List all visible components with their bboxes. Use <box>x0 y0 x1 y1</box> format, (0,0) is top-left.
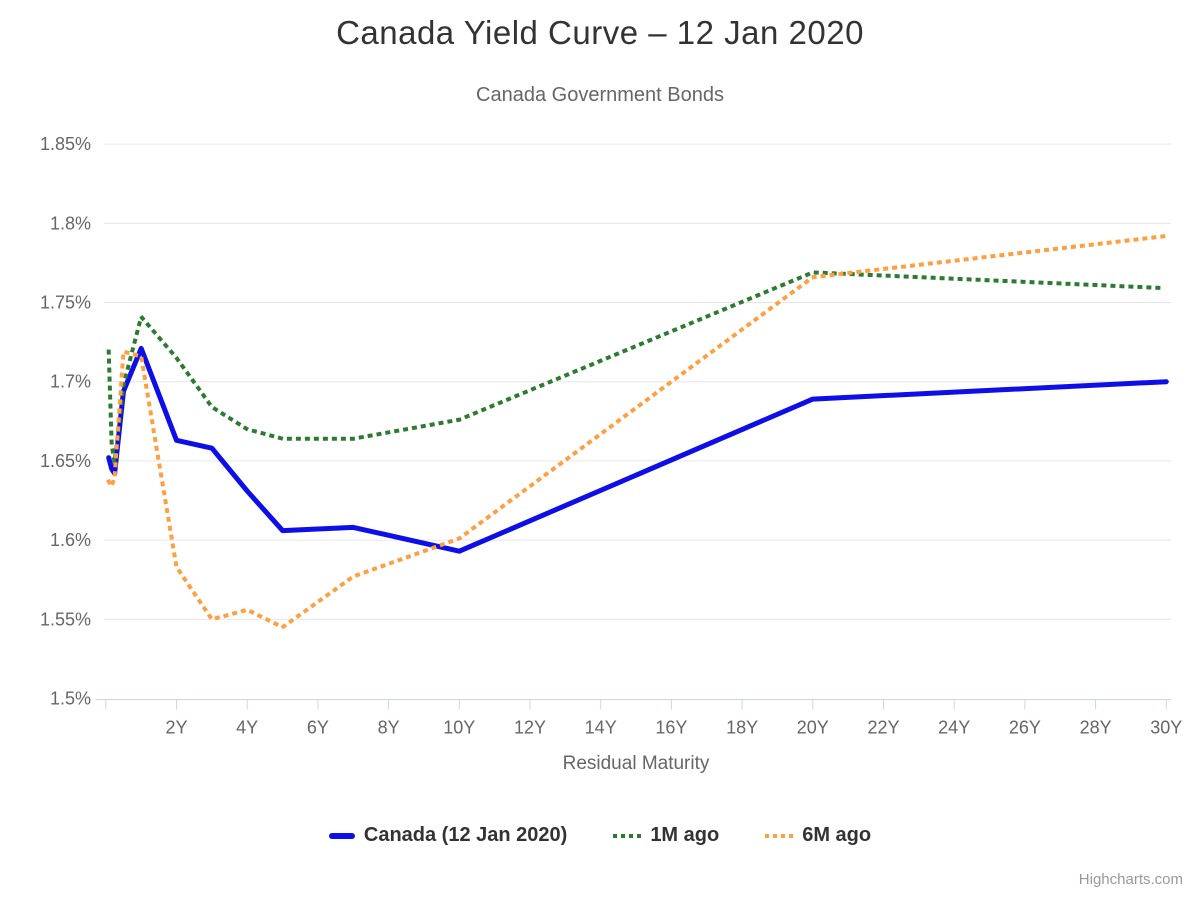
legend: Canada (12 Jan 2020) 1M ago 6M ago <box>0 824 1200 847</box>
x-axis-tick-label: 2Y <box>165 718 187 738</box>
x-axis-tick-label: 30Y <box>1150 718 1182 738</box>
legend-label: 1M ago <box>650 824 720 846</box>
y-axis-tick-label: 1.85% <box>40 134 91 154</box>
y-axis-tick-label: 1.6% <box>50 530 91 550</box>
x-axis-tick-label: 12Y <box>514 718 546 738</box>
y-axis-tick-label: 1.55% <box>40 609 91 629</box>
y-axis-tick-label: 1.8% <box>50 213 91 233</box>
legend-item-1m-ago[interactable]: 1M ago <box>613 824 719 847</box>
x-axis-tick-label: 10Y <box>443 718 475 738</box>
series-line-6m-ago[interactable] <box>105 233 1169 630</box>
x-axis-tick-label: 24Y <box>938 718 970 738</box>
x-axis-tick-label: 26Y <box>1009 718 1041 738</box>
legend-swatch-dotted-line <box>765 833 794 838</box>
y-axis-tick-label: 1.75% <box>40 293 91 313</box>
x-axis-tick-label: 16Y <box>655 718 687 738</box>
y-axis-tick-label: 1.7% <box>50 372 91 392</box>
highcharts-credits-link[interactable]: Highcharts.com <box>1078 871 1183 888</box>
x-axis-tick-label: 4Y <box>236 718 258 738</box>
chart-subtitle: Canada Government Bonds <box>476 84 724 106</box>
x-axis-tick-label: 14Y <box>585 718 617 738</box>
legend-swatch-solid-line <box>328 832 355 839</box>
x-axis-tick-label: 20Y <box>797 718 829 738</box>
x-axis-tick-label: 6Y <box>307 718 329 738</box>
series-line-canada-12-jan-2020[interactable] <box>106 345 1169 554</box>
x-axis-tick-label: 8Y <box>378 718 400 738</box>
legend-item-canada-12-jan-2020[interactable]: Canada (12 Jan 2020) <box>328 824 568 847</box>
series-line-1m-ago[interactable] <box>106 270 1169 463</box>
legend-item-6m-ago[interactable]: 6M ago <box>765 824 871 847</box>
y-axis-tick-label: 1.65% <box>40 451 91 471</box>
legend-label: Canada (12 Jan 2020) <box>363 824 568 846</box>
y-axis-tick-label: 1.5% <box>50 689 91 709</box>
chart-title: Canada Yield Curve – 12 Jan 2020 <box>336 14 864 51</box>
x-axis-title: Residual Maturity <box>562 753 710 774</box>
legend-label: 6M ago <box>802 824 872 846</box>
x-axis-tick-label: 18Y <box>726 718 758 738</box>
x-axis-tick-label: 28Y <box>1080 718 1112 738</box>
x-axis-tick-label: 22Y <box>867 718 899 738</box>
legend-swatch-dotted-line <box>613 833 642 838</box>
